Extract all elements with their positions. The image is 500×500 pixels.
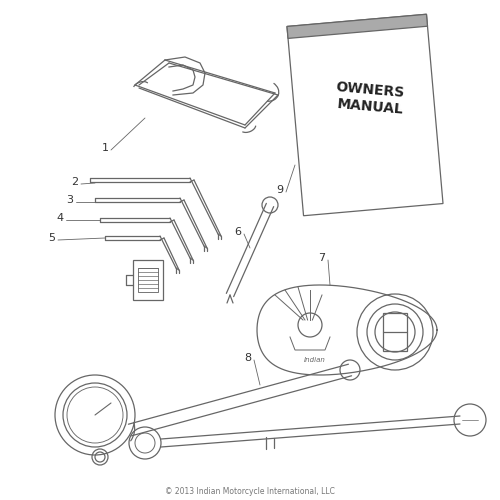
Text: 2: 2 — [72, 177, 78, 187]
Bar — [133, 260, 163, 300]
Bar — [383, 313, 407, 351]
Text: © 2013 Indian Motorcycle International, LLC: © 2013 Indian Motorcycle International, … — [165, 488, 335, 496]
Text: 9: 9 — [276, 185, 283, 195]
Text: Indian: Indian — [304, 357, 326, 363]
Text: OWNERS: OWNERS — [335, 80, 405, 100]
Text: 1: 1 — [102, 143, 108, 153]
Text: 6: 6 — [234, 227, 242, 237]
Bar — [138, 268, 158, 292]
Text: 4: 4 — [56, 213, 64, 223]
Text: 8: 8 — [244, 353, 252, 363]
Text: 3: 3 — [66, 195, 73, 205]
Text: MANUAL: MANUAL — [336, 97, 404, 117]
Text: 7: 7 — [318, 253, 326, 263]
Polygon shape — [287, 14, 428, 38]
Text: 5: 5 — [48, 233, 56, 243]
